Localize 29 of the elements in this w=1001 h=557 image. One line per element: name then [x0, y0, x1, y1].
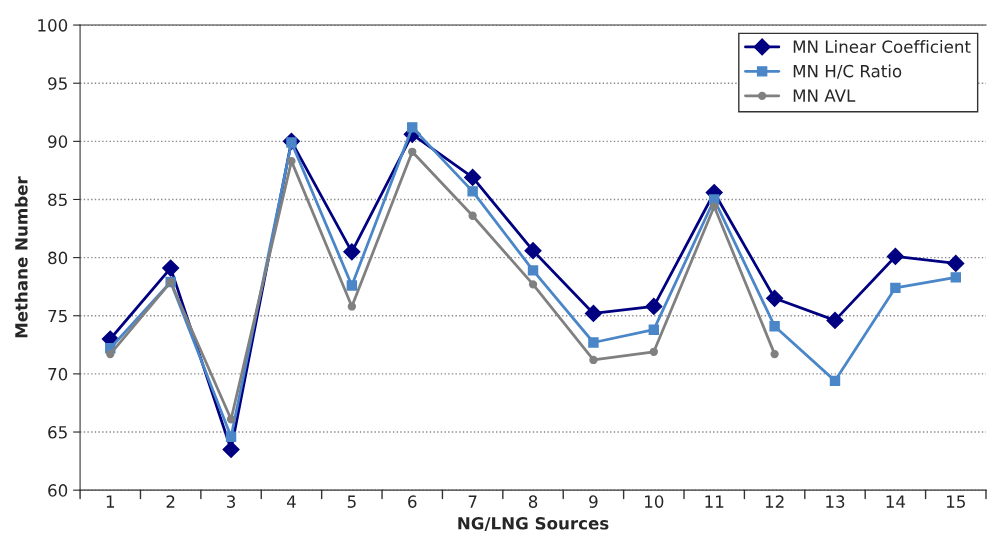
x-tick-label: 2: [166, 495, 175, 508]
y-tick-label: 65: [48, 425, 67, 439]
y-tick-label: 95: [48, 77, 67, 90]
x-tick-label: 4: [286, 495, 296, 508]
x-tick-label: 6: [408, 495, 417, 508]
y-tick-label: 80: [48, 251, 68, 265]
x-tick-label: 1: [106, 495, 115, 508]
x-tick-label: 8: [528, 495, 538, 508]
x-tick-label: 12: [765, 495, 784, 508]
x-axis-title: NG/LNG Sources: [458, 517, 609, 531]
x-tick-label: 7: [468, 495, 477, 508]
x-tick-label: 15: [947, 495, 965, 508]
legend-label: MN Linear Coefficient: [793, 40, 971, 53]
y-tick-label: 70: [48, 367, 68, 381]
legend-label: MN AVL: [793, 89, 856, 102]
y-tick-label: 90: [48, 135, 68, 148]
y-axis-title: Methane Number: [14, 176, 28, 338]
x-tick-label: 9: [589, 495, 598, 508]
x-tick-label: 3: [227, 495, 236, 508]
y-tick-label: 85: [48, 193, 67, 207]
y-tick-label: 100: [38, 19, 68, 32]
x-tick-label: 14: [886, 495, 906, 508]
x-tick-label: 5: [347, 495, 356, 508]
y-tick-label: 75: [48, 309, 67, 323]
legend-label: MN H/C Ratio: [793, 64, 902, 79]
x-tick-label: 11: [705, 495, 724, 508]
x-tick-label: 10: [645, 495, 664, 508]
y-tick-label: 60: [48, 484, 68, 497]
x-tick-label: 13: [826, 495, 845, 508]
